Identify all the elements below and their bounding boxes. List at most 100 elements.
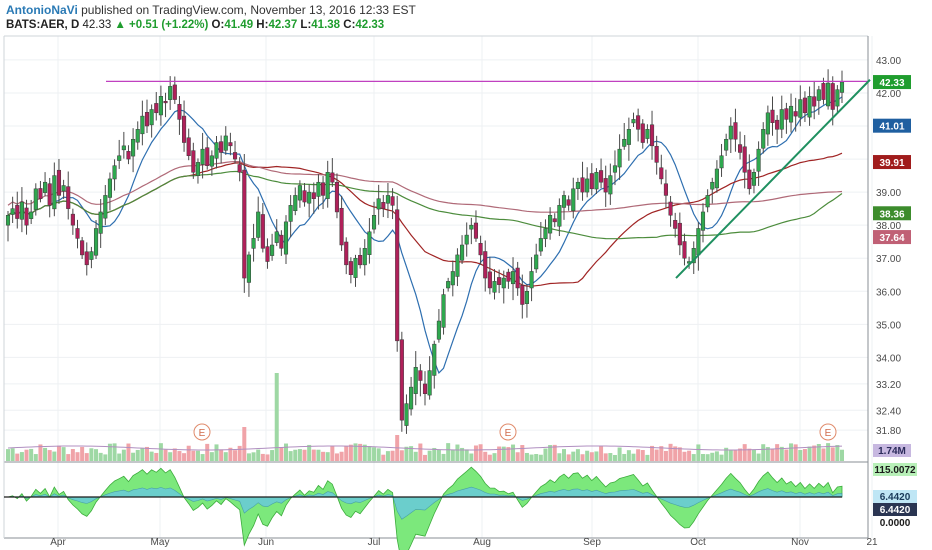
volume-bar xyxy=(534,454,539,461)
candlesticks xyxy=(5,69,845,434)
chart-grid xyxy=(3,35,873,539)
volume-bar xyxy=(117,453,122,461)
candle-body xyxy=(144,112,150,127)
indicator-badge xyxy=(873,490,917,503)
candle-body xyxy=(645,129,650,139)
candle-body xyxy=(640,123,645,143)
price-change: +0.51 (+1.22%) xyxy=(129,19,209,31)
price-badge-label: 37.64 xyxy=(879,233,904,244)
volume-bar xyxy=(293,449,298,461)
candle-body xyxy=(478,243,483,256)
volume-bar xyxy=(423,454,427,461)
volume-bar xyxy=(418,443,423,461)
candle-body xyxy=(497,277,502,285)
volume-bar xyxy=(552,444,557,461)
volume-bar xyxy=(135,449,140,461)
candle-body xyxy=(117,155,122,161)
candle-body xyxy=(413,367,418,394)
candle-body xyxy=(321,182,326,196)
volume-bar xyxy=(826,443,831,461)
candle-body xyxy=(839,81,845,93)
earnings-marker-label: E xyxy=(199,428,206,439)
indicator-badge-label: 0.0000 xyxy=(880,518,911,529)
candle-body xyxy=(622,138,627,147)
candle-body xyxy=(232,152,238,160)
candle-body xyxy=(538,238,543,252)
volume-bar xyxy=(186,445,191,461)
volume-bar xyxy=(483,451,488,461)
price-badge-label: 39.91 xyxy=(879,158,904,169)
volume-bar xyxy=(19,452,24,461)
candle-body xyxy=(742,146,747,173)
y-tick-label: 42.00 xyxy=(876,89,901,100)
volume-bar xyxy=(840,449,844,461)
volume-bar xyxy=(131,452,136,461)
volume-bar xyxy=(812,445,817,461)
candle-body xyxy=(56,169,62,196)
candle-body xyxy=(395,209,400,342)
candle-body xyxy=(487,271,492,289)
up-triangle-icon: ▲ xyxy=(114,19,126,31)
volume-bar xyxy=(182,453,187,461)
volume-bar xyxy=(821,448,826,461)
price-badge-label: 42.33 xyxy=(879,78,904,89)
candle-body xyxy=(219,141,224,153)
volume-bar xyxy=(775,444,780,461)
candle-body xyxy=(779,109,784,130)
candle-body xyxy=(70,213,75,226)
price-badge xyxy=(873,118,911,133)
candle-body xyxy=(200,148,205,165)
volume-bar xyxy=(487,454,492,461)
volume-bar xyxy=(663,450,668,461)
volume-bar xyxy=(765,447,770,461)
volume-bar xyxy=(580,454,585,461)
volume-bar xyxy=(631,453,636,461)
volume-bar xyxy=(61,447,66,461)
candle-body xyxy=(260,214,265,249)
candle-body xyxy=(242,169,247,279)
volume-bar xyxy=(126,443,131,461)
volume-bar xyxy=(733,450,738,461)
candle-body xyxy=(205,147,210,166)
volume-bar xyxy=(168,452,173,461)
low-value: 41.38 xyxy=(311,19,341,31)
volume-bar xyxy=(413,451,418,461)
candle-body xyxy=(75,228,80,239)
volume-bar xyxy=(738,448,743,461)
volume-bar xyxy=(385,451,390,461)
volume-bar xyxy=(622,453,627,461)
candle-body xyxy=(455,254,460,277)
candle-body xyxy=(311,192,316,199)
candle-body xyxy=(710,181,715,190)
candle-body xyxy=(747,169,752,190)
candle-body xyxy=(33,188,38,210)
volume-bar xyxy=(492,453,497,461)
volume-bar xyxy=(798,450,803,461)
volume-bar xyxy=(233,450,238,461)
candle-body xyxy=(788,105,794,123)
candle-body xyxy=(256,211,261,238)
candle-body xyxy=(501,277,506,289)
open-value: 41.49 xyxy=(224,19,254,31)
volume-bar xyxy=(511,444,516,461)
candle-body xyxy=(43,181,48,193)
volume-bar xyxy=(274,373,279,461)
candle-body xyxy=(649,124,655,147)
candle-body xyxy=(775,119,780,130)
candle-body xyxy=(520,285,525,305)
candle-body xyxy=(140,115,145,135)
volume-bar xyxy=(103,454,108,461)
volume-bar xyxy=(344,445,349,461)
volume-bar xyxy=(589,452,594,461)
candle-body xyxy=(288,205,293,222)
volume-bar xyxy=(673,446,678,461)
author-link[interactable]: AntonioNaVi xyxy=(6,3,78,17)
volume-bar xyxy=(70,449,75,461)
volume-bar xyxy=(279,447,284,461)
candle-body xyxy=(381,202,386,209)
candle-body xyxy=(131,138,136,157)
y-tick-label: 43.00 xyxy=(876,56,901,67)
volume-bar xyxy=(367,446,372,461)
candle-body xyxy=(297,185,302,201)
